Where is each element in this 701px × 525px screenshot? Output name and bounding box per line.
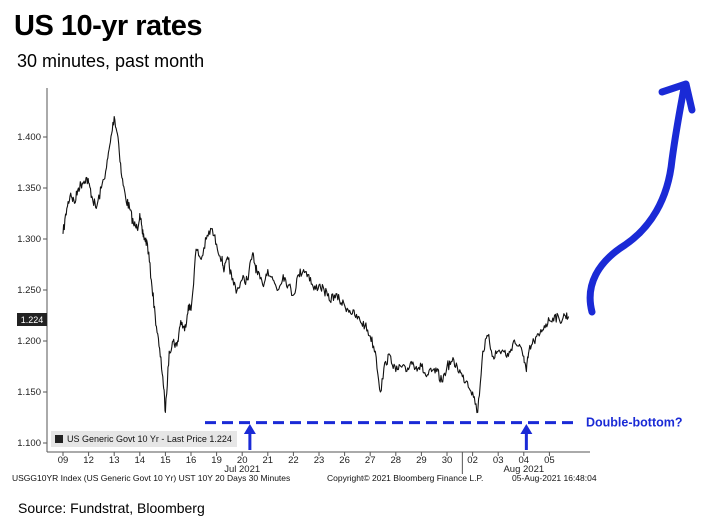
x-tick-label: 04 bbox=[519, 455, 530, 466]
y-tick-label: 1.150 bbox=[17, 387, 41, 398]
y-axis-ticks: 1.100 1.150 1.200 1.250 1.300 1.350 1.400 bbox=[17, 132, 47, 449]
x-tick-label: 12 bbox=[83, 455, 94, 466]
month-label: Aug 2021 bbox=[503, 464, 544, 475]
chart-title: US 10-yr rates bbox=[14, 10, 203, 42]
hand-drawn-up-arrow bbox=[586, 80, 696, 316]
month-label: Jul 2021 bbox=[224, 464, 260, 475]
y-tick-label: 1.250 bbox=[17, 285, 41, 296]
y-tick-label: 1.100 bbox=[17, 438, 41, 449]
y-tick-label: 1.300 bbox=[17, 234, 41, 245]
x-tick-label: 19 bbox=[211, 455, 222, 466]
y-tick-label: 1.200 bbox=[17, 336, 41, 347]
source-note: Source: Fundstrat, Bloomberg bbox=[18, 500, 205, 516]
legend-entry: US Generic Govt 10 Yr - Last Price 1.224 bbox=[67, 434, 232, 444]
up-arrow bbox=[243, 424, 256, 450]
series-line-us-generic-govt-10-yr bbox=[62, 116, 570, 414]
footer-timestamp: 05-Aug-2021 16:48:04 bbox=[512, 473, 597, 483]
x-tick-label: 21 bbox=[263, 455, 274, 466]
x-tick-label: 03 bbox=[493, 455, 504, 466]
x-tick-label: 13 bbox=[109, 455, 120, 466]
legend-swatch bbox=[55, 435, 63, 443]
x-tick-label: 30 bbox=[442, 455, 453, 466]
x-tick-label: 22 bbox=[288, 455, 299, 466]
last-price-label: 1.224 bbox=[21, 315, 44, 325]
x-tick-label: 02 bbox=[467, 455, 478, 466]
x-tick-label: 15 bbox=[160, 455, 171, 466]
x-tick-label: 28 bbox=[391, 455, 402, 466]
x-tick-label: 29 bbox=[416, 455, 427, 466]
up-arrow bbox=[520, 424, 533, 450]
bottom-arrows bbox=[243, 424, 533, 450]
x-tick-label: 05 bbox=[544, 455, 555, 466]
double-bottom-label: Double-bottom? bbox=[586, 416, 683, 430]
y-tick-label: 1.350 bbox=[17, 183, 41, 194]
y-tick-label: 1.400 bbox=[17, 132, 41, 143]
x-tick-label: 09 bbox=[58, 455, 69, 466]
x-tick-label: 23 bbox=[314, 455, 325, 466]
last-price-tag: 1.224 bbox=[17, 313, 47, 326]
footer-copyright: Copyright© 2021 Bloomberg Finance L.P. bbox=[327, 473, 483, 483]
chart-subtitle: 30 minutes, past month bbox=[17, 51, 205, 71]
footer-index: USGG10YR Index (US Generic Govt 10 Yr) U… bbox=[12, 473, 290, 483]
x-tick-label: 20 bbox=[237, 455, 248, 466]
x-axis-ticks: 09 12 13 14 15 16 19 20 21 22 23 26 27 28 29 30 02 03 04 05… bbox=[58, 452, 555, 475]
legend: US Generic Govt 10 Yr - Last Price 1.224 bbox=[51, 431, 237, 447]
x-tick-label: 26 bbox=[339, 455, 350, 466]
x-tick-label: 27 bbox=[365, 455, 376, 466]
x-tick-label: 14 bbox=[135, 455, 146, 466]
x-tick-label: 16 bbox=[186, 455, 197, 466]
